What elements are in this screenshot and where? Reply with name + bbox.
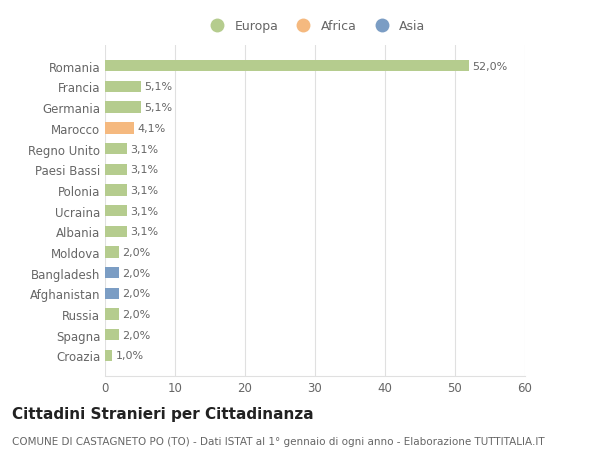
Text: 2,0%: 2,0%: [122, 309, 151, 319]
Bar: [105, 185, 127, 196]
Bar: [105, 164, 127, 175]
Text: 5,1%: 5,1%: [144, 82, 172, 92]
Legend: Europa, Africa, Asia: Europa, Africa, Asia: [205, 20, 425, 33]
Bar: [105, 123, 134, 134]
Text: 3,1%: 3,1%: [130, 165, 158, 175]
Text: 1,0%: 1,0%: [115, 351, 143, 361]
Bar: [105, 226, 127, 237]
Bar: [105, 102, 140, 113]
Text: 2,0%: 2,0%: [122, 268, 151, 278]
Text: 4,1%: 4,1%: [137, 123, 166, 134]
Text: 3,1%: 3,1%: [130, 206, 158, 216]
Bar: [105, 309, 119, 320]
Text: 52,0%: 52,0%: [473, 62, 508, 72]
Text: 2,0%: 2,0%: [122, 247, 151, 257]
Bar: [105, 350, 112, 361]
Bar: [105, 61, 469, 72]
Bar: [105, 330, 119, 341]
Text: 5,1%: 5,1%: [144, 103, 172, 113]
Bar: [105, 268, 119, 279]
Bar: [105, 247, 119, 258]
Bar: [105, 82, 140, 93]
Text: 3,1%: 3,1%: [130, 185, 158, 196]
Text: 2,0%: 2,0%: [122, 289, 151, 299]
Bar: [105, 288, 119, 299]
Bar: [105, 144, 127, 155]
Text: Cittadini Stranieri per Cittadinanza: Cittadini Stranieri per Cittadinanza: [12, 406, 314, 421]
Bar: [105, 206, 127, 217]
Text: 2,0%: 2,0%: [122, 330, 151, 340]
Text: 3,1%: 3,1%: [130, 144, 158, 154]
Text: 3,1%: 3,1%: [130, 227, 158, 237]
Text: COMUNE DI CASTAGNETO PO (TO) - Dati ISTAT al 1° gennaio di ogni anno - Elaborazi: COMUNE DI CASTAGNETO PO (TO) - Dati ISTA…: [12, 436, 545, 446]
